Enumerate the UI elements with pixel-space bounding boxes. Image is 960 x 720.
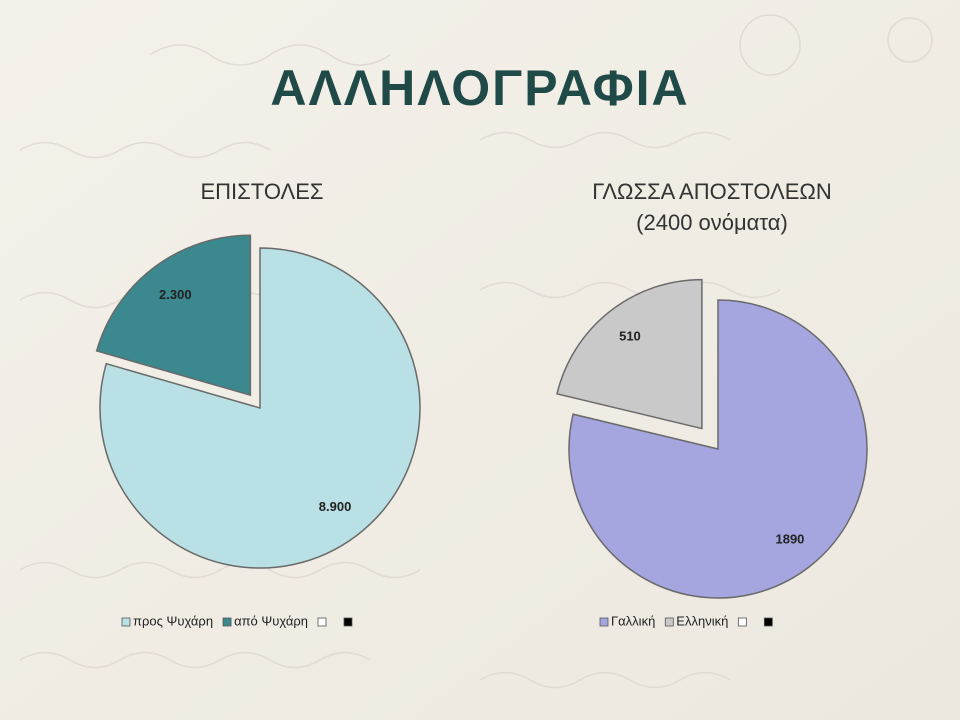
- value-label: 510: [619, 329, 641, 344]
- legend-swatch: [121, 617, 131, 627]
- legend-swatch-empty: [763, 617, 773, 627]
- pie-slice: [99, 247, 421, 569]
- legend-swatch: [664, 617, 674, 627]
- slide-title: ΑΛΛΗΛΟΓΡΑΦΙΑ: [270, 60, 689, 116]
- chart-title: ΕΠΙΣΤΟΛΕΣ: [201, 179, 324, 204]
- value-label: 2.300: [159, 287, 192, 302]
- legend-label: προς Ψυχάρη: [133, 613, 213, 628]
- legend-label: από Ψυχάρη: [234, 613, 308, 628]
- value-label: 1890: [775, 532, 804, 547]
- legend-swatch-empty: [317, 617, 327, 627]
- legend-swatch-empty: [737, 617, 747, 627]
- legend-swatch: [222, 617, 232, 627]
- pie-slice: [556, 278, 703, 430]
- legend-label: Ελληνική: [676, 613, 728, 628]
- handwriting-texture: [19, 14, 933, 689]
- chart-subtitle: (2400 ονόματα): [636, 210, 788, 235]
- legend-label: Γαλλική: [611, 613, 655, 628]
- pie-slice: [568, 299, 868, 599]
- legend-swatch-empty: [343, 617, 353, 627]
- pie-slice: [95, 234, 252, 397]
- chart-title: ΓΛΩΣΣΑ ΑΠΟΣΤΟΛΕΩΝ: [592, 179, 832, 204]
- value-label: 8.900: [319, 499, 352, 514]
- legend-swatch: [599, 617, 609, 627]
